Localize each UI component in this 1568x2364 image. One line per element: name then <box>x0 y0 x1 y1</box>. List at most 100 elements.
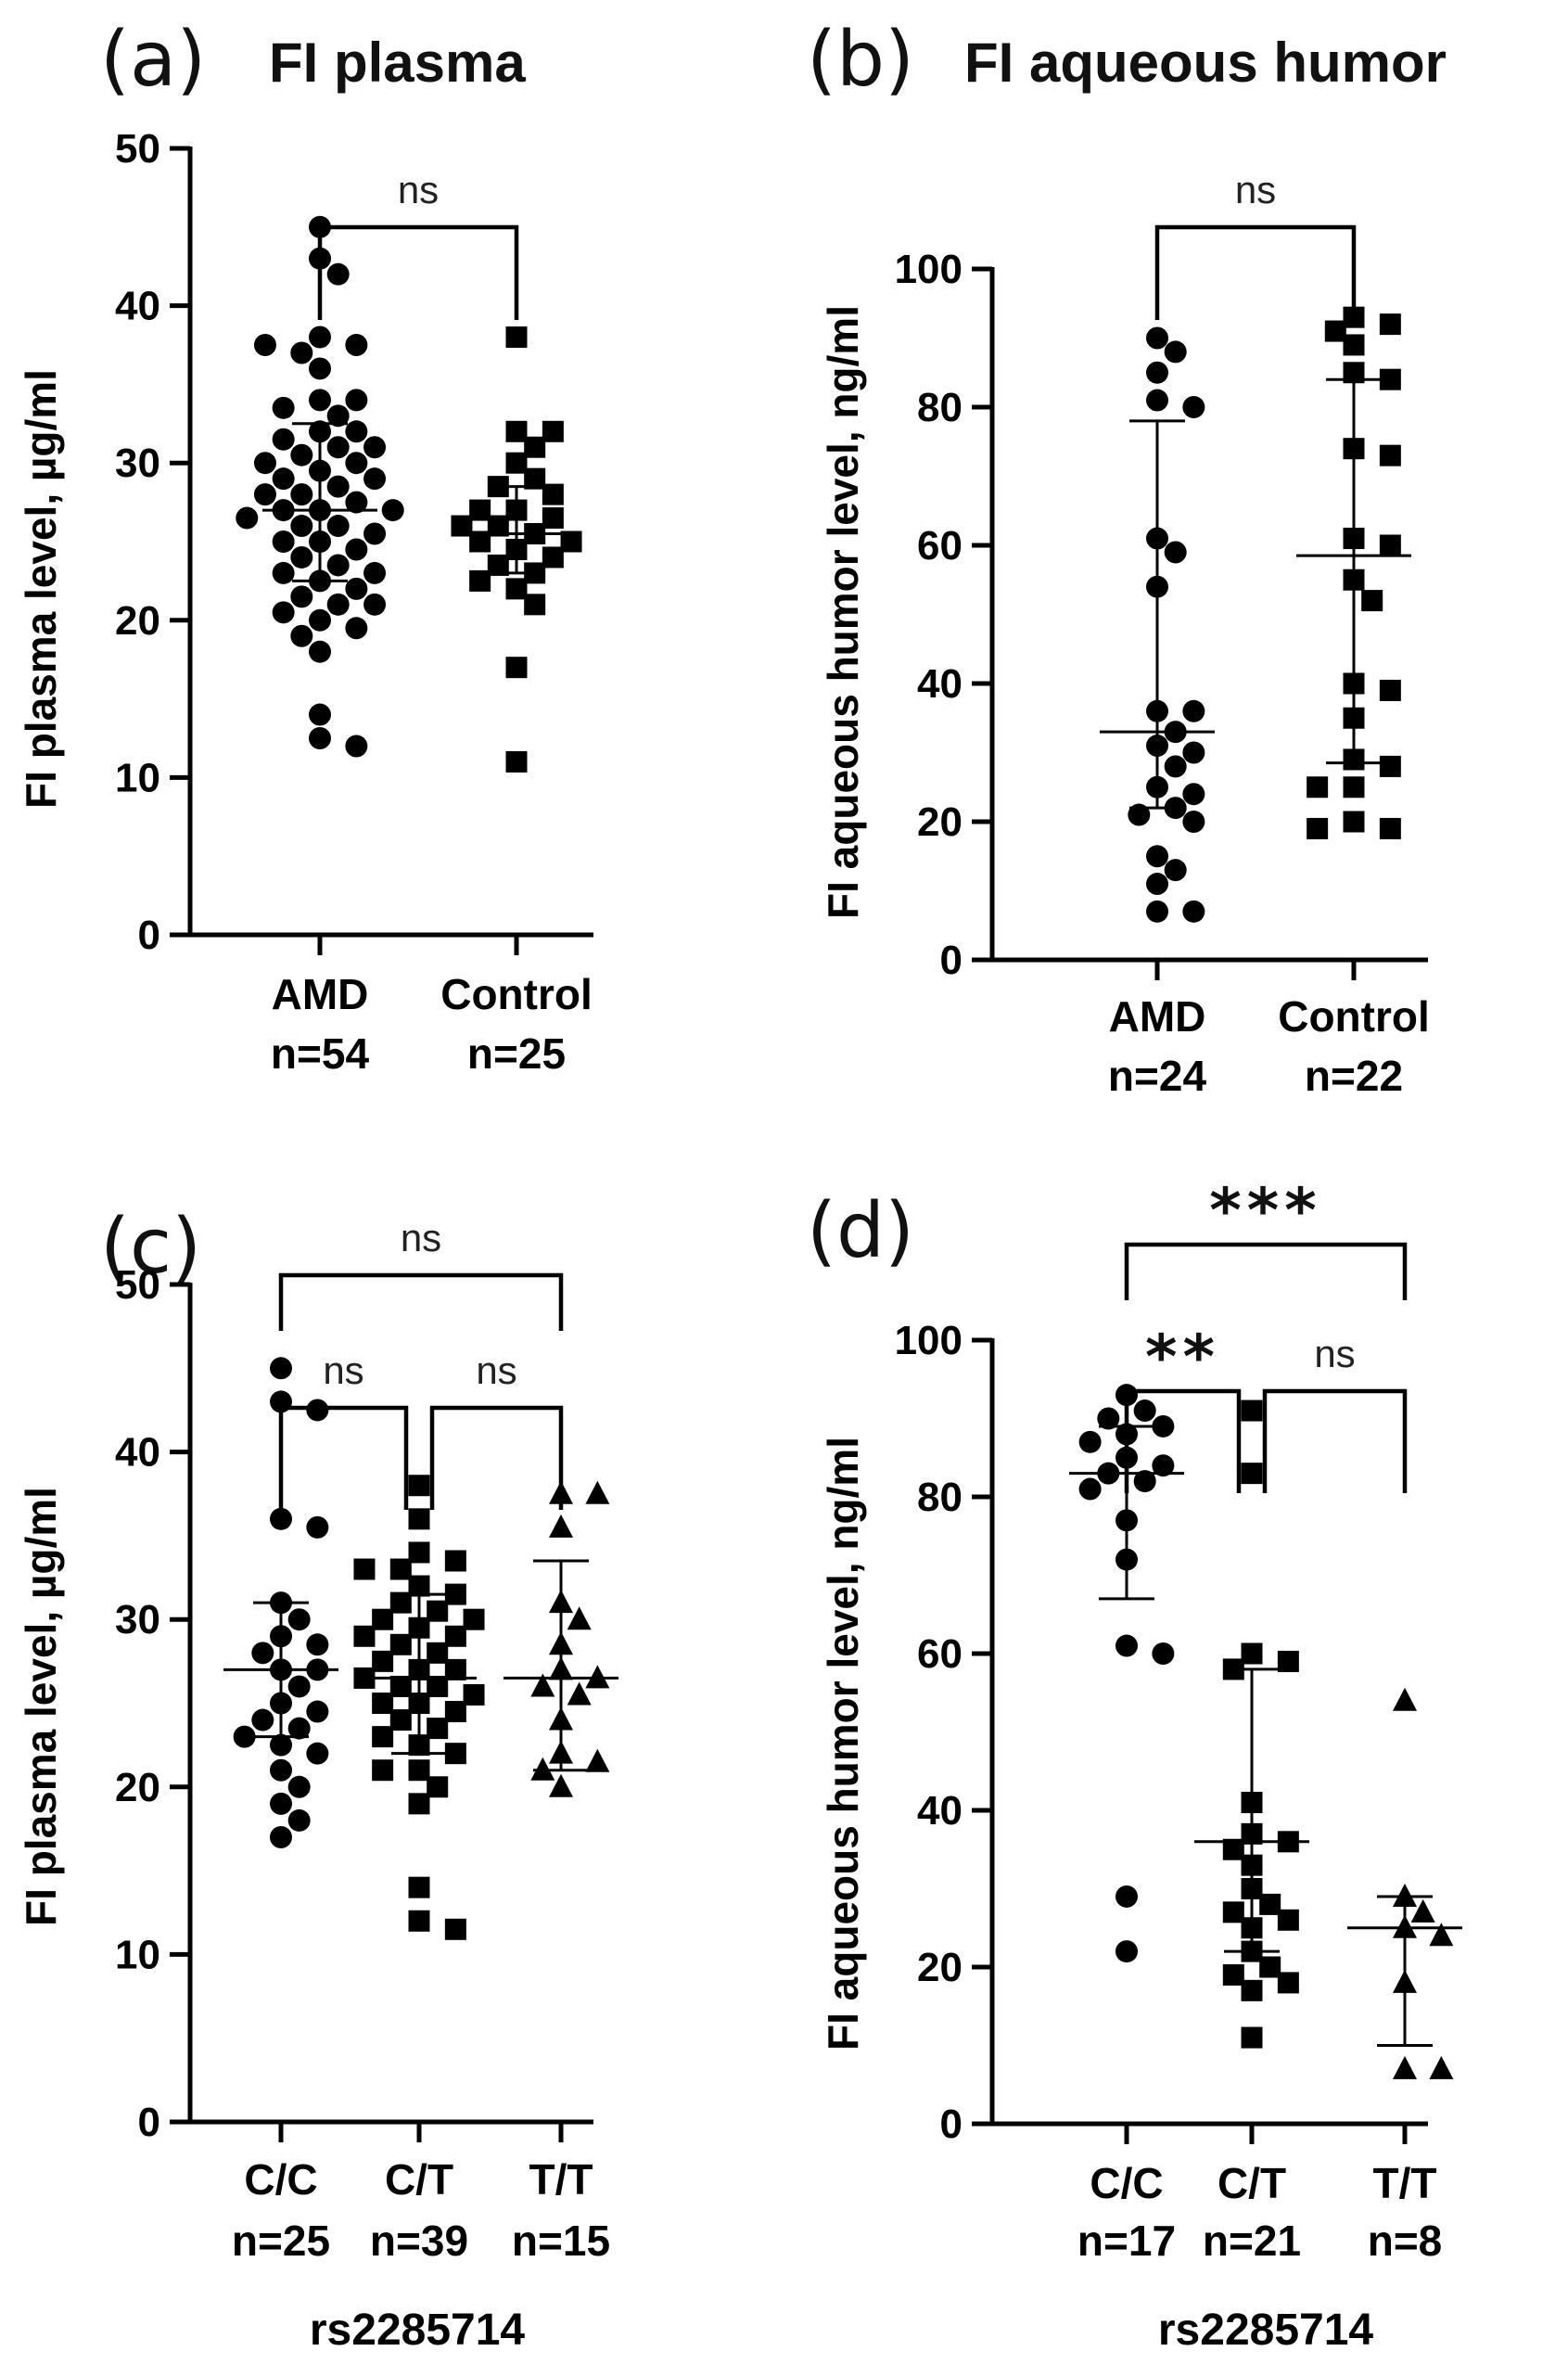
data-point-c-t <box>444 1625 466 1647</box>
data-point-c-t <box>1241 1463 1263 1485</box>
data-point-control <box>542 483 564 505</box>
data-point-c-t <box>408 1575 430 1597</box>
panel-c-y-ticks: 0 10 20 30 40 50 <box>115 1262 190 2145</box>
significance-ns-label: ns <box>1235 168 1276 211</box>
data-point-amd <box>272 428 295 451</box>
data-point-amd <box>290 443 313 466</box>
data-point-c-t <box>427 1600 449 1622</box>
y-tick-label: 0 <box>138 2100 160 2145</box>
data-point-c-c <box>1133 1399 1156 1423</box>
data-point-c-c <box>287 1717 311 1740</box>
data-point-amd <box>1146 845 1168 868</box>
panel-b-significance: ns <box>1154 168 1357 320</box>
x-category-label: T/T <box>529 2155 593 2204</box>
data-point-c-t <box>444 1550 466 1572</box>
panel-d-axes <box>989 1338 1428 2127</box>
data-point-c-c <box>306 1742 329 1765</box>
data-point-c-t <box>463 1683 485 1706</box>
significance-bracket <box>278 1405 409 1510</box>
data-point-c-c <box>287 1675 311 1698</box>
data-point-c-t <box>1277 1972 1299 1994</box>
data-point-t-t <box>549 1773 573 1797</box>
data-point-amd <box>326 436 350 459</box>
panel-a-title: FI plasma <box>269 32 526 94</box>
data-point-c-t <box>389 1558 412 1580</box>
data-point-control <box>505 420 528 442</box>
data-point-control <box>505 578 528 600</box>
y-tick-label: 20 <box>917 1945 962 1990</box>
data-point-control <box>1324 320 1346 342</box>
data-point-t-t <box>1429 1923 1454 1947</box>
panel-a-y-ticks: 0 10 20 30 40 50 <box>115 126 190 958</box>
data-point-c-t <box>408 1876 430 1898</box>
data-point-c-t <box>444 1583 466 1605</box>
significance-bracket <box>1154 224 1357 320</box>
x-category-label: Control <box>440 970 593 1018</box>
panel-d-letter: (d) <box>807 1187 914 1275</box>
panel-b-y-ticks: 0 20 40 60 80 100 <box>895 247 992 983</box>
data-point-amd <box>236 506 259 530</box>
panel-d-y-axis-label: FI aqueous humor level, ng/ml <box>819 1437 867 2051</box>
y-tick-label: 30 <box>115 441 160 486</box>
data-point-t-t <box>567 1681 592 1706</box>
data-point-control <box>1379 534 1401 556</box>
data-point-c-t <box>389 1709 412 1731</box>
data-point-amd <box>309 727 331 749</box>
panel-d-data-points <box>1078 1384 1454 2079</box>
data-point-c-t <box>1241 1399 1263 1422</box>
panel-c-x-categories: C/C n=25 C/T n=39 T/T n=15 <box>232 2122 610 2265</box>
y-tick-label: 10 <box>115 755 160 800</box>
panel-b-x-categories: AMD n=24 Control n=22 <box>1108 960 1430 1100</box>
data-point-amd <box>326 262 350 286</box>
data-point-control <box>1379 679 1401 701</box>
y-tick-label: 60 <box>917 1631 962 1677</box>
data-point-c-c <box>1152 1414 1175 1438</box>
data-point-control <box>1379 755 1401 777</box>
data-point-control <box>560 530 582 553</box>
panel-d-x-axis-title: rs2285714 <box>1158 2306 1374 2355</box>
y-tick-label: 50 <box>115 126 160 172</box>
panel-b-data-points <box>1128 306 1401 923</box>
y-tick-label: 80 <box>917 1475 962 1520</box>
data-point-c-c <box>287 1608 311 1631</box>
data-point-c-c <box>251 1708 274 1731</box>
data-point-amd <box>345 334 368 356</box>
data-point-c-c <box>1078 1477 1102 1501</box>
data-point-amd <box>309 389 331 412</box>
data-point-amd <box>345 452 368 475</box>
data-point-amd <box>363 561 387 584</box>
data-point-amd <box>345 420 368 443</box>
data-point-amd <box>363 522 387 545</box>
data-point-c-c <box>1115 1885 1138 1908</box>
panel-d-y-ticks: 0 20 40 60 80 100 <box>895 1318 992 2147</box>
panel-c-data-points <box>233 1357 610 1940</box>
panel-a-significance: ns <box>317 168 519 320</box>
data-point-amd <box>290 585 313 608</box>
data-point-amd <box>1164 340 1187 364</box>
panel-b-median-iqr <box>1100 377 1411 810</box>
significance-bracket <box>278 1272 564 1331</box>
data-point-control <box>469 530 491 553</box>
panel-a-data-points <box>236 215 582 773</box>
data-point-amd <box>253 334 276 356</box>
data-point-amd <box>326 475 350 498</box>
x-category-n-label: n=17 <box>1077 2217 1176 2265</box>
data-point-amd <box>345 617 368 640</box>
data-point-amd <box>309 640 331 663</box>
y-tick-label: 50 <box>115 1262 160 1308</box>
data-point-amd <box>290 341 313 364</box>
data-point-c-t <box>408 1541 430 1564</box>
data-point-amd <box>363 436 387 459</box>
panel-c-letter: (c) <box>100 1203 201 1291</box>
data-point-amd <box>1182 699 1205 722</box>
data-point-amd <box>1146 326 1168 350</box>
data-point-c-t <box>444 1658 466 1680</box>
y-tick-label: 100 <box>895 1318 962 1363</box>
panel-d-x-categories: C/C n=17 C/T n=21 T/T n=8 <box>1077 2124 1442 2265</box>
x-category-label: C/T <box>1217 2159 1286 2207</box>
data-point-c-t <box>408 1508 430 1530</box>
data-point-amd <box>345 389 368 412</box>
data-point-c-c <box>251 1642 274 1665</box>
data-point-amd <box>309 215 331 238</box>
y-tick-label: 0 <box>940 938 962 983</box>
